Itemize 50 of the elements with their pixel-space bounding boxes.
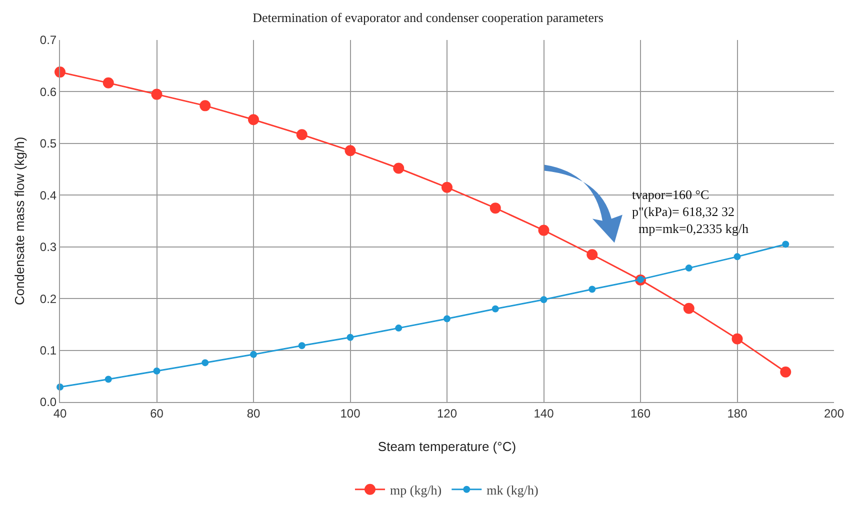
x-tick-label: 200: [824, 406, 844, 420]
x-axis-title: Steam temperature (°C): [378, 439, 516, 454]
x-tick-label: 80: [246, 406, 260, 420]
y-tick-label: 0.1: [40, 343, 57, 358]
x-tick-label: 180: [727, 406, 748, 420]
point: [344, 145, 356, 156]
point: [734, 253, 741, 260]
x-tick-label: 60: [150, 406, 164, 420]
point: [538, 224, 550, 236]
point: [586, 249, 598, 260]
x-tick-label: 140: [534, 406, 554, 420]
point: [200, 100, 211, 112]
y-tick-label: 0.4: [40, 188, 57, 202]
chart-title: Determination of evaporator and condenser cooperation parameters: [252, 10, 604, 26]
point: [683, 302, 694, 314]
point: [296, 129, 308, 140]
point: [151, 88, 162, 100]
legend-label: mk (kg/h): [486, 482, 538, 498]
point: [782, 240, 790, 248]
x-tick-label: 120: [436, 406, 458, 420]
point: [102, 77, 114, 88]
y-tick-label: 0.6: [40, 84, 57, 99]
x-tick-label: 100: [340, 406, 361, 420]
point: [540, 296, 548, 304]
point: [395, 324, 402, 332]
y-tick-label: 0.2: [40, 292, 57, 306]
point: [202, 359, 209, 366]
point: [298, 342, 306, 350]
y-tick-label: 0.7: [40, 33, 57, 48]
point: [442, 182, 452, 193]
point: [685, 264, 692, 272]
point: [588, 286, 596, 293]
point: [492, 305, 499, 312]
point: [104, 376, 112, 383]
point: [248, 114, 259, 126]
point: [393, 162, 404, 174]
legend-label: mp (kg/h): [390, 482, 442, 498]
y-tick-label: 0.3: [40, 240, 57, 254]
point: [732, 333, 743, 344]
point: [54, 66, 66, 78]
point: [780, 366, 792, 378]
annotation: tvapor=160 °C p"(kPa)= 618,32 32 mp=mk=0,2335 kg/h: [632, 187, 749, 236]
point: [250, 350, 257, 358]
y-axis-title: Condensate mass flow (kg/h): [12, 136, 27, 306]
point: [490, 202, 501, 214]
point: [153, 367, 160, 374]
point: [346, 334, 354, 341]
point: [444, 315, 450, 322]
y-tick-label: 0.5: [40, 136, 57, 151]
x-tick-label: 160: [630, 406, 651, 420]
